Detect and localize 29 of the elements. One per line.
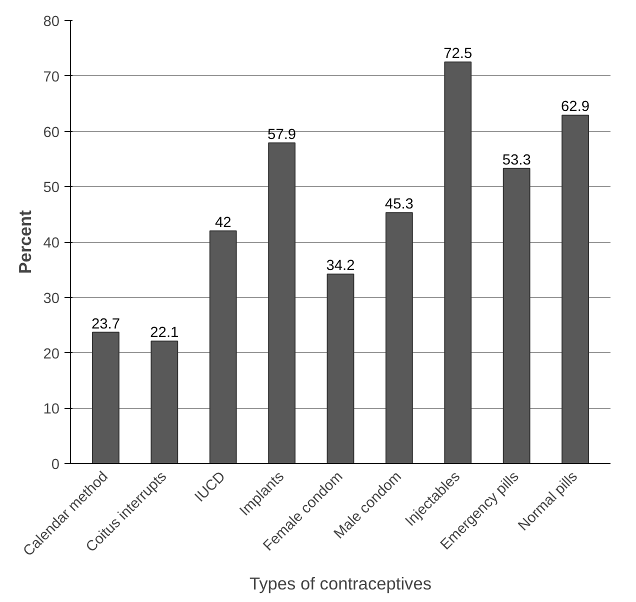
bar xyxy=(268,142,296,464)
data-label: 22.1 xyxy=(150,325,179,342)
y-tick-label: 50 xyxy=(43,180,60,196)
bar xyxy=(385,212,413,464)
data-label: 62.9 xyxy=(561,99,590,116)
x-axis-title: Types of contraceptives xyxy=(249,573,432,594)
data-label: 34.2 xyxy=(326,258,355,274)
bar xyxy=(209,230,237,464)
data-label: 72.5 xyxy=(444,46,472,62)
y-tick-label: 0 xyxy=(51,457,60,473)
y-tick-label: 40 xyxy=(43,236,60,252)
y-axis-title: Percent xyxy=(15,210,36,274)
y-tick-label: 20 xyxy=(43,346,60,362)
data-label: 53.3 xyxy=(502,152,531,168)
bar xyxy=(562,114,589,464)
data-label: 45.3 xyxy=(384,196,414,213)
bar xyxy=(150,340,178,464)
y-tick-label: 10 xyxy=(43,402,60,418)
data-label: 57.9 xyxy=(268,126,296,143)
y-tick-label: 80 xyxy=(43,14,60,30)
bar xyxy=(502,168,530,464)
y-tick-label: 60 xyxy=(43,124,60,141)
y-tick-label: 30 xyxy=(43,290,60,307)
bar xyxy=(326,274,354,464)
bar xyxy=(92,332,120,464)
data-label: 42 xyxy=(214,214,232,231)
y-tick-label: 70 xyxy=(43,69,60,86)
bar xyxy=(444,62,472,464)
data-label: 23.7 xyxy=(91,316,120,332)
